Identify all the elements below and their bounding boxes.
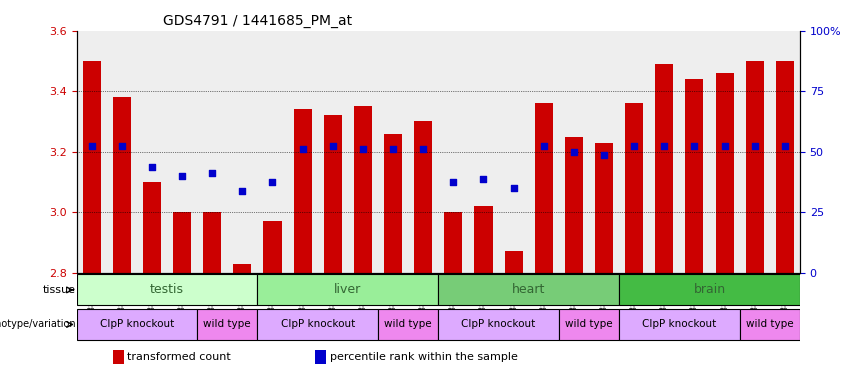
- Bar: [173, 212, 191, 273]
- FancyBboxPatch shape: [378, 309, 438, 340]
- Bar: [655, 64, 673, 273]
- Point: [115, 142, 129, 149]
- Text: testis: testis: [150, 283, 184, 296]
- Bar: [474, 206, 493, 273]
- Bar: [776, 61, 794, 273]
- Bar: [384, 134, 402, 273]
- FancyBboxPatch shape: [197, 309, 257, 340]
- FancyBboxPatch shape: [257, 274, 438, 306]
- Bar: [534, 103, 553, 273]
- FancyBboxPatch shape: [740, 309, 800, 340]
- Point: [296, 146, 310, 152]
- FancyBboxPatch shape: [559, 309, 619, 340]
- FancyBboxPatch shape: [438, 309, 559, 340]
- Bar: [112, 97, 131, 273]
- Point: [416, 146, 430, 152]
- Text: ClpP knockout: ClpP knockout: [100, 319, 174, 329]
- Text: tissue: tissue: [43, 285, 76, 295]
- Point: [146, 164, 159, 170]
- Text: GDS4791 / 1441685_PM_at: GDS4791 / 1441685_PM_at: [163, 14, 352, 28]
- Text: genotype/variation: genotype/variation: [0, 319, 76, 329]
- Bar: [444, 212, 462, 273]
- FancyBboxPatch shape: [77, 274, 257, 306]
- Bar: [354, 106, 372, 273]
- Bar: [294, 109, 311, 273]
- Bar: [83, 61, 100, 273]
- Bar: [625, 103, 643, 273]
- Point: [717, 142, 731, 149]
- Bar: [745, 61, 763, 273]
- Text: ClpP knockout: ClpP knockout: [281, 319, 355, 329]
- Bar: [565, 137, 583, 273]
- Point: [386, 146, 400, 152]
- Bar: [203, 212, 221, 273]
- FancyBboxPatch shape: [77, 309, 197, 340]
- Point: [85, 142, 99, 149]
- Bar: [143, 182, 161, 273]
- Point: [175, 173, 189, 179]
- Bar: [414, 121, 432, 273]
- Point: [266, 179, 279, 185]
- Point: [507, 185, 521, 191]
- Text: liver: liver: [334, 283, 362, 296]
- Point: [567, 149, 580, 155]
- Point: [748, 142, 762, 149]
- Bar: [595, 142, 613, 273]
- Text: wild type: wild type: [203, 319, 251, 329]
- Point: [597, 152, 611, 158]
- Text: wild type: wild type: [746, 319, 794, 329]
- Point: [326, 142, 340, 149]
- Text: percentile rank within the sample: percentile rank within the sample: [329, 352, 517, 362]
- Point: [236, 188, 249, 194]
- Point: [627, 142, 641, 149]
- FancyBboxPatch shape: [257, 309, 378, 340]
- Text: ClpP knockout: ClpP knockout: [643, 319, 717, 329]
- Bar: [685, 79, 704, 273]
- Point: [447, 179, 460, 185]
- Text: transformed count: transformed count: [128, 352, 231, 362]
- Bar: [716, 73, 734, 273]
- Point: [537, 142, 551, 149]
- Text: brain: brain: [694, 283, 726, 296]
- FancyBboxPatch shape: [438, 274, 619, 306]
- Bar: [112, 350, 123, 364]
- Bar: [323, 116, 342, 273]
- Text: heart: heart: [512, 283, 545, 296]
- Bar: [233, 263, 251, 273]
- Point: [688, 142, 701, 149]
- Bar: [264, 221, 282, 273]
- FancyBboxPatch shape: [619, 309, 740, 340]
- Bar: [505, 252, 523, 273]
- Text: wild type: wild type: [385, 319, 432, 329]
- FancyBboxPatch shape: [619, 274, 800, 306]
- Point: [205, 170, 219, 176]
- Point: [356, 146, 369, 152]
- Point: [778, 142, 791, 149]
- Bar: [315, 350, 326, 364]
- Point: [477, 176, 490, 182]
- Point: [658, 142, 671, 149]
- Text: wild type: wild type: [565, 319, 613, 329]
- Text: ClpP knockout: ClpP knockout: [461, 319, 535, 329]
